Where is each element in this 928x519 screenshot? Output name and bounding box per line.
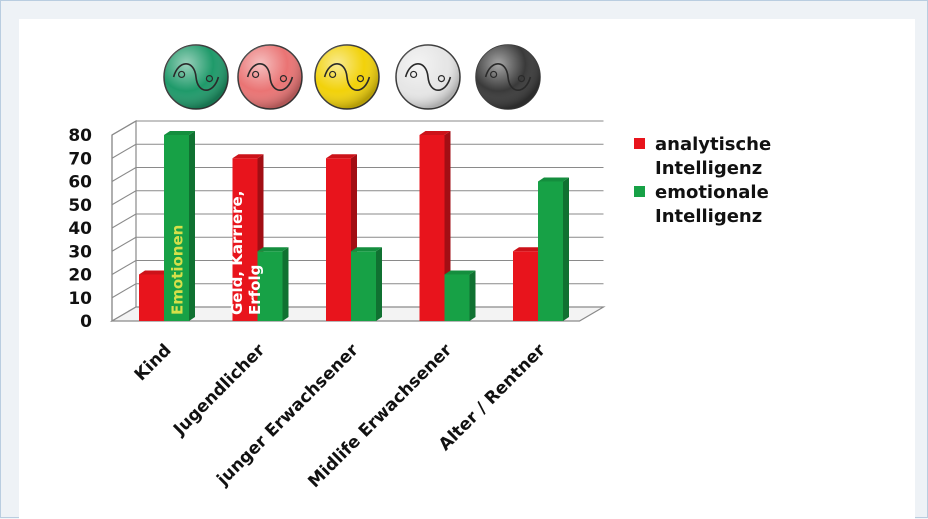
y-axis: 0 10 20 30 40 50 60 70 80 [68,126,92,332]
gridline-diag [111,167,137,182]
icon-curve [172,63,220,91]
bar [164,131,195,321]
bar-front [419,135,445,321]
x-tick-label: Jugendlicher [169,340,269,440]
y-tick-label: 10 [68,289,92,309]
icon-dot [356,74,365,83]
yin-yang-yellow-icon [314,44,380,110]
y-tick-label: 40 [68,219,92,239]
bar-top [232,154,264,159]
gridline-diag [111,213,137,229]
bar [351,247,382,321]
bar-front [139,274,164,321]
bar-front [232,158,258,321]
bar-side [282,247,289,321]
bar-annotation-line: Emotionen [169,225,187,315]
legend-swatch [634,186,645,197]
bar-front [444,274,470,321]
bar-front [164,135,189,321]
y-tick-label: 60 [68,173,92,193]
bar-annotations: Emotionen Geld, Karriere,Erfolg [169,191,265,315]
bar-side [376,247,382,321]
legend: analytische Intelligenz emotionale Intellig… [634,134,771,227]
icon-dot [205,74,214,83]
icon-dot [437,74,446,83]
bar-annotation: Geld, Karriere,Erfolg [228,191,264,315]
yin-yang-black-icon [475,44,541,110]
yin-yang-green-icon [163,44,229,110]
bar-annotation: Emotionen [169,225,187,315]
bar-side [563,177,569,321]
bar-front [326,158,351,321]
bar-top [513,247,544,252]
gridline-diag [111,143,137,159]
bar [257,247,289,321]
bars [139,131,569,321]
bar-side [469,270,476,321]
icon-dot [178,70,186,79]
gridline-diag [111,283,137,299]
icon-curve [404,63,452,91]
bar-top [139,270,170,275]
icon-dot [490,70,498,79]
bar-side [189,131,195,321]
bar-top [538,177,569,182]
legend-label: Intelligenz [655,158,762,179]
icon-curve [246,63,294,91]
gridline-diag [111,236,137,252]
icon-dot [252,70,260,79]
x-tick-label: Kind [131,340,176,385]
icon-dot [279,74,288,83]
bar [538,177,569,321]
bar-front [538,181,563,321]
legend-label: Intelligenz [655,206,762,227]
gridline-diag [111,260,137,275]
icon-curve [484,63,532,91]
bar [326,154,357,321]
bar-front [351,251,376,321]
bar-annotation-line: Erfolg [246,265,264,315]
y-tick-label: 70 [68,149,92,169]
icon-curve [323,63,371,91]
y-tick-label: 50 [68,196,92,216]
bar-front [257,251,283,321]
y-tick-label: 20 [68,266,92,286]
bar-top [419,131,451,135]
icon-dot [329,70,337,79]
legend-label: emotionale [655,182,769,203]
yin-yang-pink-icon [237,44,303,110]
bar [444,270,476,321]
icon-row [163,44,541,110]
bar-top [351,247,382,252]
y-tick-label: 80 [68,126,92,146]
bar-annotation-line: Geld, Karriere, [228,191,246,315]
legend-label: analytische [655,134,771,155]
bar-top [257,247,289,252]
bar-front [513,251,538,321]
legend-swatch [634,138,645,149]
icon-dot [517,74,526,83]
yin-yang-white-icon [395,44,461,110]
y-tick-label: 30 [68,242,92,262]
icon-dot [410,70,418,79]
gridline-diag [111,120,137,136]
bar-top [326,154,357,159]
y-tick-label: 0 [80,312,92,332]
bar-top [164,131,195,135]
gridline-diag [111,190,137,206]
bar-top [444,270,476,275]
